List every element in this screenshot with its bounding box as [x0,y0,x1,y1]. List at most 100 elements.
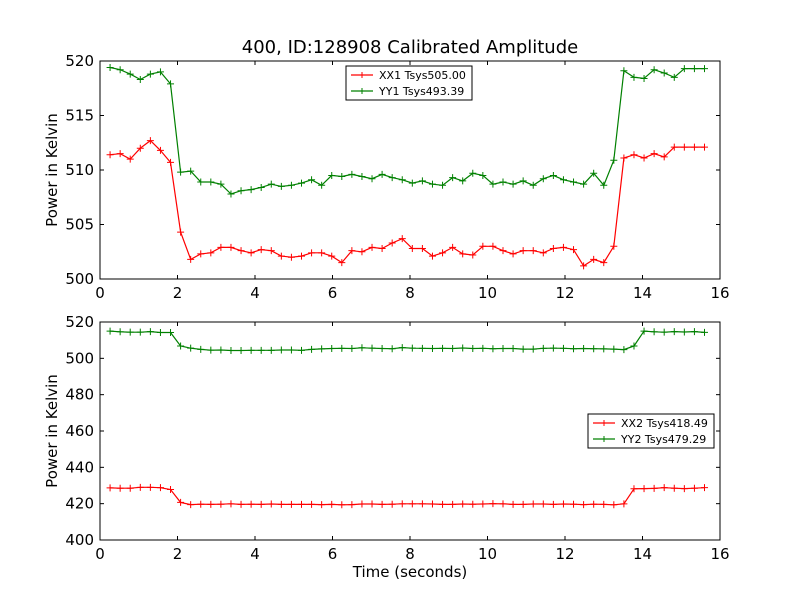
data-point-marker [388,174,396,182]
data-point-marker [600,181,608,189]
data-point-marker [459,500,467,508]
data-point-marker [318,345,326,353]
legend-label: XX2 Tsys418.49 [621,417,708,430]
data-point-marker [156,68,164,76]
data-point-marker [116,66,124,74]
legend: XX2 Tsys418.49 YY2 Tsys479.29 [587,413,715,449]
data-point-marker [368,243,376,251]
data-point-marker [277,182,285,190]
data-point-marker [287,253,295,261]
data-point-marker [136,144,144,152]
data-point-marker [126,70,134,78]
data-point-marker [640,327,648,335]
data-point-marker [247,186,255,194]
data-point-marker [348,345,356,353]
data-point-marker [509,345,517,353]
data-point-marker [318,501,326,509]
data-point-marker [418,177,426,185]
data-point-marker [620,67,628,75]
data-point-marker [277,346,285,354]
x-tick-label: 4 [250,284,260,302]
data-point-marker [610,156,618,164]
data-point-marker [167,158,175,166]
data-point-marker [287,500,295,508]
data-point-marker [690,328,698,336]
data-point-marker [489,500,497,508]
data-point-marker [640,154,648,162]
data-point-marker [378,500,386,508]
y-tick-label: 500 [65,270,94,288]
data-point-marker [479,500,487,508]
data-point-marker [590,345,598,353]
data-point-marker [106,327,114,335]
x-tick-label: 6 [328,545,338,563]
data-point-marker [701,484,708,492]
x-tick-label: 8 [405,545,415,563]
data-point-marker [690,65,698,73]
data-point-marker [247,346,255,354]
data-point-marker [136,328,144,336]
data-point-marker [237,347,245,355]
data-point-marker [156,484,164,492]
data-point-marker [167,329,175,337]
y-tick-label: 520 [65,52,94,70]
data-point-marker [146,137,154,145]
data-point-marker [328,500,336,508]
data-point-marker [267,500,275,508]
data-point-marker [680,328,688,336]
data-point-marker [368,344,376,352]
x-tick-label: 6 [328,284,338,302]
data-point-marker [519,177,527,185]
chart-title: 400, ID:128908 Calibrated Amplitude [242,37,578,58]
data-point-marker [167,80,175,88]
data-point-marker [257,183,265,191]
data-point-marker [559,176,567,184]
data-point-marker [479,171,487,179]
data-point-marker [650,328,658,336]
data-point-marker [549,171,557,179]
data-point-marker [408,179,416,187]
data-point-marker [146,328,154,336]
data-point-marker [670,143,678,151]
data-point-marker [217,180,225,188]
legend: XX1 Tsys505.00 YY1 Tsys493.39 [345,65,473,101]
data-point-marker [177,342,185,350]
data-point-marker [469,345,477,353]
data-point-marker [298,346,305,354]
data-point-marker [650,66,658,74]
data-point-marker [519,500,527,508]
data-point-marker [690,143,698,151]
data-point-marker [428,500,436,508]
data-point-marker [237,500,245,508]
data-point-marker [570,500,578,508]
x-tick-label: 16 [710,545,729,563]
data-point-marker [640,485,648,493]
data-point-marker [630,73,638,81]
data-point-marker [701,143,708,151]
data-point-marker [197,250,205,258]
data-point-marker [428,252,436,260]
data-point-marker [156,146,164,154]
data-point-marker [378,244,386,252]
x-tick-label: 14 [633,284,652,302]
data-point-marker [348,170,356,178]
data-point-marker [388,500,396,508]
y-tick-label: 480 [65,386,94,404]
data-point-marker [177,498,185,506]
data-point-marker [539,249,547,257]
data-point-marker [590,255,598,263]
data-point-marker [187,167,195,175]
legend-marker [601,436,607,442]
data-point-marker [207,178,215,186]
data-point-marker [247,500,255,508]
data-point-marker [136,76,144,84]
data-point-marker [418,244,426,252]
data-point-marker [126,155,134,163]
data-point-marker [197,345,205,353]
data-point-marker [308,249,316,257]
legend-box [587,413,715,449]
data-point-marker [358,173,366,181]
legend-box [345,65,473,101]
data-point-marker [267,247,275,255]
data-point-marker [338,259,346,267]
